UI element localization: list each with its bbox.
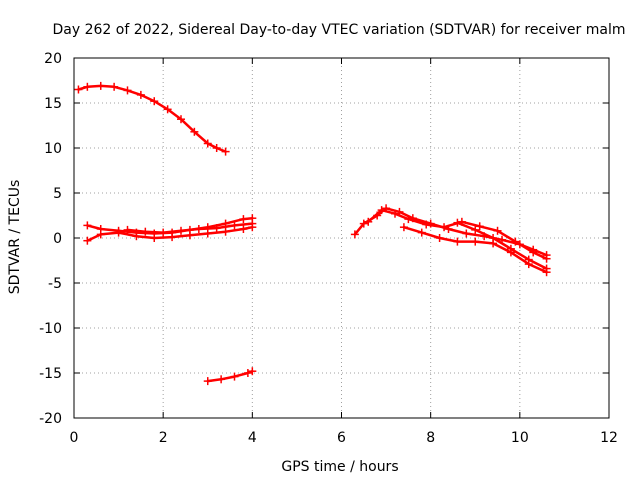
data-point: [239, 225, 248, 233]
data-point: [177, 115, 185, 124]
data-point: [114, 228, 123, 237]
data-point: [136, 90, 145, 99]
data-point: [243, 369, 252, 377]
series-arc-late-d: [453, 218, 551, 273]
data-point: [203, 139, 212, 148]
data-point: [404, 215, 413, 224]
data-point: [141, 227, 150, 236]
data-point: [221, 147, 230, 156]
data-point: [506, 244, 515, 253]
series-arc-low: [203, 367, 257, 386]
x-tick-label: 12: [600, 430, 618, 446]
series-arc-high: [74, 81, 230, 156]
data-point: [83, 221, 92, 230]
x-tick-label: 2: [159, 430, 168, 446]
data-point: [221, 227, 230, 236]
series-line: [77, 84, 227, 153]
data-point: [453, 218, 462, 227]
axis-ticks: [73, 57, 610, 419]
data-point: [350, 230, 359, 239]
data-point: [524, 255, 533, 264]
chart-title: Day 262 of 2022, Sidereal Day-to-day VTE…: [53, 22, 626, 38]
data-point: [377, 206, 386, 215]
data-point: [83, 236, 92, 245]
y-tick-label: 20: [44, 51, 62, 67]
x-tick-label: 10: [511, 430, 529, 446]
data-point: [96, 230, 105, 239]
data-point: [230, 221, 239, 230]
data-point: [542, 254, 551, 263]
x-tick-label: 6: [337, 430, 346, 446]
data-point: [248, 367, 257, 376]
data-point: [217, 375, 226, 384]
data-point: [150, 234, 159, 242]
data-point: [435, 234, 444, 242]
data-point: [453, 237, 462, 246]
data-point: [123, 86, 132, 95]
data-point: [471, 225, 480, 234]
data-point: [83, 82, 92, 91]
x-axis-label: GPS time / hours: [281, 459, 398, 475]
y-axis-label: SDTVAR / TECUs: [7, 180, 23, 295]
series-arc-zero-c: [123, 219, 257, 237]
y-tick-label: 0: [53, 231, 62, 247]
data-point: [163, 105, 172, 114]
data-point: [239, 215, 248, 224]
data-point: [177, 226, 185, 235]
x-tick-label: 8: [426, 430, 435, 446]
y-tick-label: -10: [39, 321, 62, 337]
data-point: [489, 234, 498, 242]
data-point: [150, 97, 159, 106]
y-tick-label: -5: [48, 276, 62, 292]
data-point: [203, 229, 212, 238]
data-point: [230, 372, 239, 381]
y-tick-label: 5: [53, 186, 62, 202]
series-arc-late-b: [364, 206, 551, 263]
y-tick-label: -20: [39, 411, 62, 427]
data-point: [417, 228, 426, 237]
data-point: [359, 219, 368, 228]
data-point: [475, 222, 484, 231]
data-point: [471, 237, 480, 246]
data-point: [399, 223, 408, 232]
series-arc-late-a: [350, 204, 551, 260]
data-point: [185, 231, 194, 240]
x-tick-label: 0: [70, 430, 79, 446]
data-point: [168, 233, 177, 242]
data-point: [440, 223, 449, 232]
data-point: [74, 85, 83, 94]
data-point: [364, 217, 373, 226]
x-tick-labels: 0 2 4 6 8 10 12: [70, 430, 618, 446]
data-point: [194, 225, 203, 233]
y-tick-label: -15: [39, 366, 62, 382]
data-series: [74, 81, 551, 386]
data-point: [212, 144, 221, 152]
series-line: [456, 221, 548, 270]
series-line: [353, 207, 548, 257]
data-point: [190, 127, 199, 136]
y-tick-label: 15: [44, 96, 62, 112]
y-tick-labels: -20 -15 -10 -5 0 5 10 15 20: [39, 51, 62, 427]
data-point: [391, 209, 399, 218]
data-point: [493, 226, 502, 235]
data-point: [110, 82, 119, 91]
data-point: [248, 219, 257, 228]
data-point: [212, 224, 221, 233]
data-point: [123, 225, 132, 234]
data-point: [132, 232, 141, 241]
data-point: [96, 81, 105, 90]
grid-lines: [74, 58, 609, 418]
data-point: [462, 229, 471, 238]
y-tick-label: 10: [44, 141, 62, 157]
x-tick-label: 4: [248, 430, 257, 446]
data-point: [422, 220, 431, 229]
data-point: [542, 264, 551, 273]
data-point: [159, 228, 168, 237]
data-point: [203, 377, 212, 386]
data-point: [529, 248, 538, 257]
data-point: [511, 237, 520, 246]
